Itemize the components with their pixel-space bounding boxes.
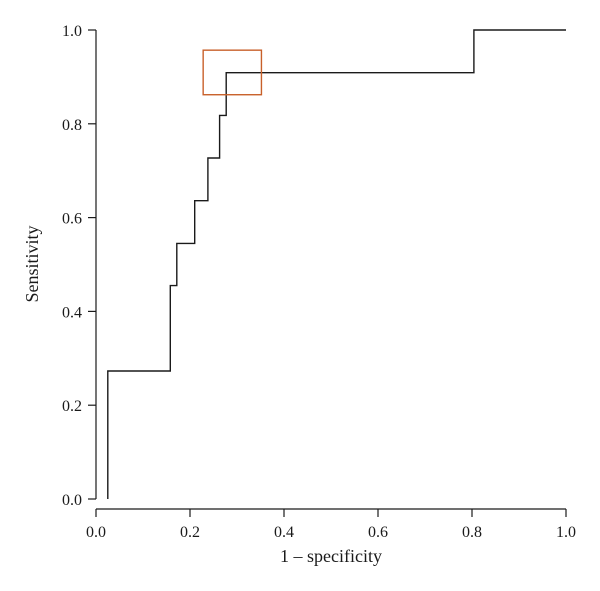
highlight-box (202, 49, 263, 96)
x-tick-label-5: 1.0 (556, 524, 576, 541)
x-tick-label-0: 0.0 (86, 524, 106, 541)
x-tick-label-4: 0.8 (462, 524, 482, 541)
y-tick-label-5: 1.0 (62, 23, 82, 40)
x-axis-label: 1 – specificity (280, 546, 382, 566)
axes (95, 30, 566, 510)
y-tick-label-1: 0.2 (62, 398, 82, 415)
y-axis-label: Sensitivity (22, 225, 42, 302)
y-tick-label-0: 0.0 (62, 492, 82, 509)
x-tick-label-3: 0.6 (368, 524, 388, 541)
y-tick-label-2: 0.4 (62, 304, 82, 321)
y-tick-label-4: 0.8 (62, 117, 82, 134)
y-tick-label-3: 0.6 (62, 211, 82, 228)
x-tick-label-2: 0.4 (274, 524, 294, 541)
x-tick-label-1: 0.2 (180, 524, 200, 541)
tick-marks (88, 29, 567, 517)
tick-labels: 0.0 0.2 0.4 0.6 0.8 1.0 0.0 0.2 0.4 0.6 0.8 1.0 (62, 23, 576, 541)
roc-curve-line (107, 29, 566, 499)
plot-area (107, 29, 566, 499)
